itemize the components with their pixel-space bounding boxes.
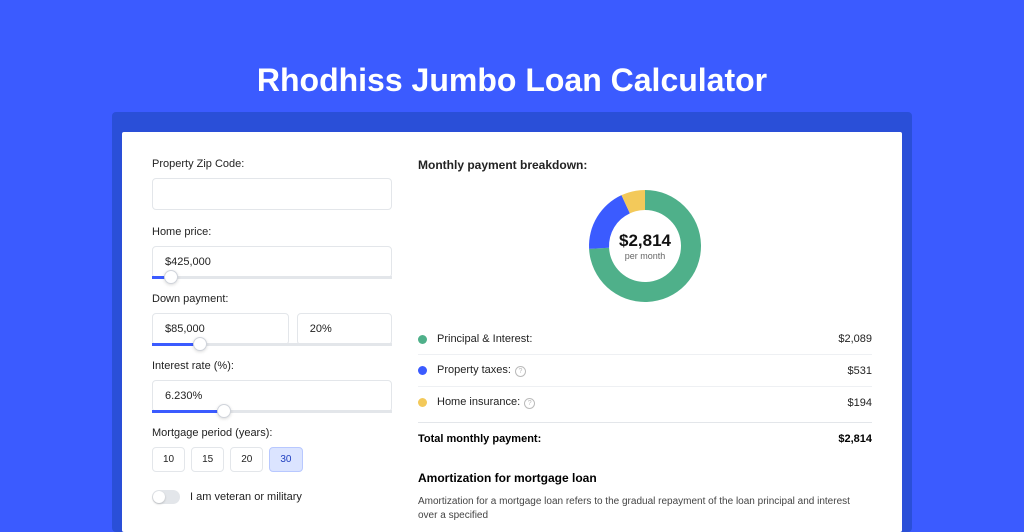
rate-label: Interest rate (%): <box>152 360 392 372</box>
legend-dot <box>418 335 427 344</box>
period-row: 10152030 <box>152 447 392 472</box>
breakdown-value: $2,089 <box>838 333 872 345</box>
calculator-card: Property Zip Code: Home price: Down paym… <box>122 132 902 532</box>
period-button-15[interactable]: 15 <box>191 447 224 472</box>
down-payment-slider[interactable] <box>152 343 392 346</box>
breakdown-label: Home insurance:? <box>437 396 848 409</box>
legend-dot <box>418 366 427 375</box>
form-panel: Property Zip Code: Home price: Down paym… <box>152 158 392 506</box>
period-button-20[interactable]: 20 <box>230 447 263 472</box>
breakdown-label: Principal & Interest: <box>437 333 838 345</box>
zip-input[interactable] <box>152 178 392 210</box>
info-icon[interactable]: ? <box>515 366 526 377</box>
breakdown-line: Principal & Interest:$2,089 <box>418 324 872 355</box>
home-price-slider[interactable] <box>152 276 392 279</box>
down-payment-label: Down payment: <box>152 293 392 305</box>
breakdown-line: Home insurance:?$194 <box>418 387 872 418</box>
breakdown-title: Monthly payment breakdown: <box>418 158 872 172</box>
home-price-label: Home price: <box>152 226 392 238</box>
info-icon[interactable]: ? <box>524 398 535 409</box>
home-price-input[interactable] <box>152 246 392 278</box>
donut-sub: per month <box>625 251 666 261</box>
breakdown-label: Property taxes:? <box>437 364 848 377</box>
period-button-30[interactable]: 30 <box>269 447 302 472</box>
period-label: Mortgage period (years): <box>152 427 392 439</box>
zip-label: Property Zip Code: <box>152 158 392 170</box>
amortization-text: Amortization for a mortgage loan refers … <box>418 495 872 523</box>
total-value: $2,814 <box>838 433 872 445</box>
page-title: Rhodhiss Jumbo Loan Calculator <box>0 62 1024 99</box>
veteran-toggle[interactable] <box>152 490 180 504</box>
down-payment-pct-input[interactable] <box>297 313 392 345</box>
rate-input[interactable] <box>152 380 392 412</box>
breakdown-value: $194 <box>848 397 872 409</box>
breakdown-panel: Monthly payment breakdown: $2,814 per mo… <box>418 158 872 506</box>
donut-chart: $2,814 per month <box>418 186 872 306</box>
breakdown-line: Property taxes:?$531 <box>418 355 872 387</box>
amortization-title: Amortization for mortgage loan <box>418 471 872 485</box>
legend-dot <box>418 398 427 407</box>
total-label: Total monthly payment: <box>418 433 541 445</box>
period-button-10[interactable]: 10 <box>152 447 185 472</box>
breakdown-value: $531 <box>848 365 872 377</box>
rate-slider[interactable] <box>152 410 392 413</box>
donut-value: $2,814 <box>619 231 671 251</box>
veteran-label: I am veteran or military <box>190 491 302 503</box>
down-payment-input[interactable] <box>152 313 289 345</box>
